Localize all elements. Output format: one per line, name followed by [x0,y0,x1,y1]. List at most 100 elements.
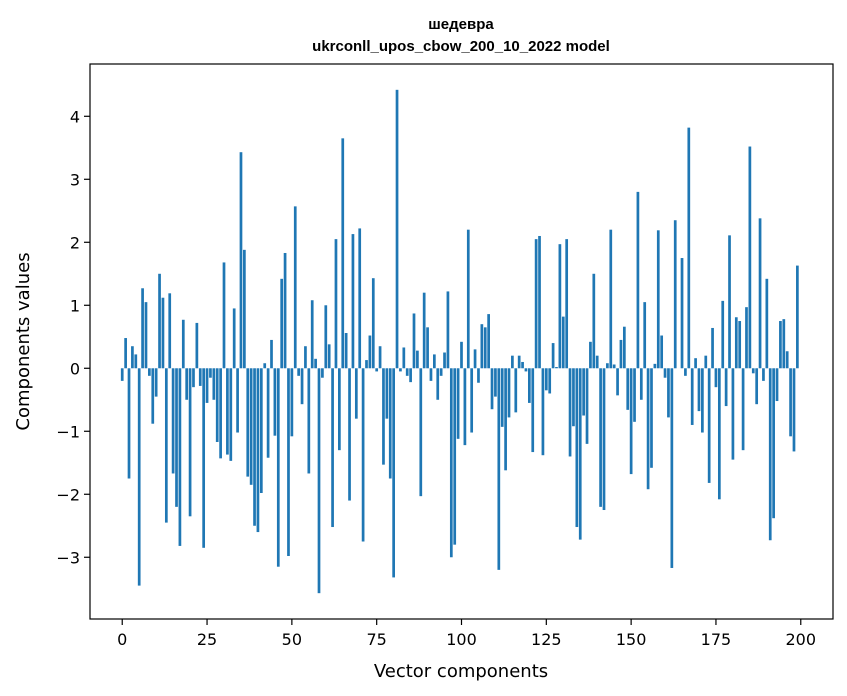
bar-8 [148,368,151,376]
bar-22 [195,322,199,369]
bar-146 [616,368,619,396]
bar-72 [365,360,368,369]
bar-1 [124,338,127,369]
bar-44 [270,339,273,369]
bar-71 [361,368,365,542]
bar-186 [751,368,755,374]
y-tick-label: 4 [70,107,80,126]
bar-149 [626,368,630,410]
x-tick-label: 0 [117,630,127,649]
y-axis: −3 −2 −1 0 1 2 3 4 [56,107,90,567]
bar-3 [131,346,134,369]
bar-139 [592,273,596,369]
x-tick-label: 150 [616,630,647,649]
bar-9 [151,368,155,424]
bar-14 [168,293,172,369]
bar-140 [595,355,599,369]
bar-97 [449,368,453,558]
y-tick-label: 2 [70,233,80,252]
bar-59 [321,368,324,378]
bar-70 [358,228,362,369]
bar-85 [409,368,412,383]
bar-133 [572,368,575,427]
bar-158 [656,230,660,369]
bar-185 [748,146,752,369]
bar-144 [609,229,613,369]
bar-151 [633,368,636,422]
bar-52 [297,368,300,376]
bar-63 [334,239,338,369]
bar-112 [500,368,504,427]
bar-75 [375,368,379,372]
bar-11 [158,273,161,369]
bar-128 [555,367,558,369]
bar-47 [280,278,284,369]
bar-67 [348,368,351,501]
x-axis: 0 25 50 75 100 125 150 175 200 [117,619,816,649]
x-axis-label: Vector components [374,661,548,682]
bar-167 [687,127,691,369]
bar-46 [276,368,280,567]
bar-178 [724,368,728,407]
bar-100 [460,341,463,369]
bar-160 [663,368,667,378]
bar-29 [219,368,222,459]
bar-162 [670,368,674,568]
bar-166 [684,368,687,376]
y-tick-label: −3 [56,548,80,567]
bar-175 [714,368,718,388]
bar-48 [283,252,287,369]
chart-title-line2: ukrconll_upos_cbow_200_10_2022 model [312,38,610,55]
bar-82 [399,368,402,372]
bar-170 [697,368,701,412]
bar-104 [473,349,477,369]
bar-147 [619,339,623,369]
y-tick-label: 3 [70,170,80,189]
bar-76 [378,346,382,369]
bar-123 [538,235,541,369]
bar-58 [317,368,321,594]
bar-0 [120,368,124,381]
y-tick-label: −1 [56,422,80,441]
bar-156 [650,368,653,468]
x-tick-label: 200 [785,630,816,649]
bar-40 [256,368,260,533]
bar-27 [212,368,216,400]
bar-176 [717,368,721,500]
bar-43 [266,368,270,458]
bar-173 [707,368,711,483]
y-tick-label: 0 [70,359,80,378]
bar-101 [463,368,467,446]
bar-165 [680,258,684,369]
bar-5 [137,368,141,586]
bar-32 [229,368,233,461]
bar-122 [534,239,538,369]
bar-78 [385,368,389,419]
bar-108 [487,314,490,369]
bar-152 [636,191,640,369]
bar-120 [528,368,531,403]
x-tick-label: 175 [701,630,732,649]
bar-89 [422,292,426,369]
bar-181 [734,317,738,369]
bar-31 [226,368,229,455]
bar-98 [453,368,457,545]
bar-138 [589,341,592,369]
bar-184 [745,307,748,369]
bar-106 [480,324,484,369]
bar-141 [599,368,602,507]
bar-87 [416,350,419,369]
bar-38 [249,368,253,485]
bar-155 [646,368,650,490]
bar-153 [639,368,643,400]
bar-113 [504,368,507,471]
bar-25 [205,368,209,403]
bar-180 [731,368,735,460]
bar-110 [494,368,497,397]
bar-96 [446,291,450,369]
bar-161 [667,368,670,418]
bar-7 [144,302,148,369]
bar-125 [544,368,548,391]
bar-132 [568,368,572,457]
bar-12 [161,297,165,369]
